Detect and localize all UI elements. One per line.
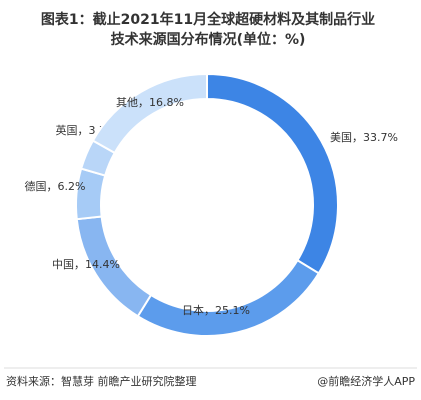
category-label: 日本 xyxy=(182,303,204,317)
source: 资料来源：智慧芽 前瞻产业研究院整理 xyxy=(6,374,197,388)
category-label: 美国 xyxy=(330,131,352,144)
value-label: ，14.4% xyxy=(74,258,120,271)
category-label: 其他 xyxy=(116,96,138,109)
donut-segment xyxy=(136,258,321,337)
value-label: ，16.8% xyxy=(138,96,184,109)
value-label: ，25.1% xyxy=(204,304,250,317)
chart-title: 图表1：截止2021年11月全球超硬材料及其制品行业 xyxy=(41,11,375,28)
category-label: 中国 xyxy=(52,258,74,271)
donut-segment xyxy=(91,72,208,155)
data-label: 德国，6.2% xyxy=(25,179,86,193)
donut-segment xyxy=(75,167,107,221)
value-label: ，6.2% xyxy=(47,180,86,193)
value-label: ，33.7% xyxy=(352,131,398,144)
data-label: 美国，33.7% xyxy=(330,131,398,144)
chart-title: 技术来源国分布情况(单位：%) xyxy=(111,31,306,48)
donut-segment xyxy=(206,72,339,275)
data-label: 中国，14.4% xyxy=(52,258,120,271)
data-label: 日本，25.1% xyxy=(182,303,250,317)
brand: @前瞻经济学人APP xyxy=(317,374,415,388)
data-label: 其他，16.8% xyxy=(116,96,184,109)
category-label: 德国 xyxy=(25,179,47,193)
category-label: 英国 xyxy=(56,123,78,137)
